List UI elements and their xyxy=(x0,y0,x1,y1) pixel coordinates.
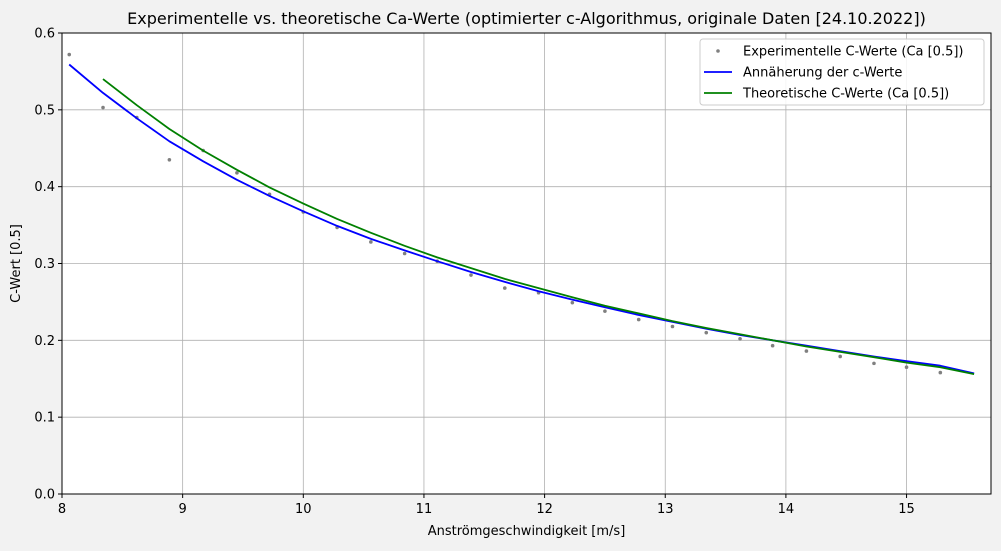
scatter-point xyxy=(838,354,842,359)
x-tick-label: 15 xyxy=(898,502,915,517)
scatter-point xyxy=(670,324,675,329)
y-tick-label: 0.3 xyxy=(34,257,55,272)
scatter-point xyxy=(704,330,709,335)
y-tick-label: 0.0 xyxy=(34,488,55,503)
scatter-point xyxy=(872,361,876,366)
scatter-point xyxy=(67,52,72,57)
plot-series xyxy=(67,52,975,375)
x-tick-label: 8 xyxy=(58,502,66,517)
x-tick-label: 11 xyxy=(416,502,433,517)
legend-box xyxy=(699,38,985,106)
axis-ticks: 8 9 10 11 12 13 14 15 0.0 0.1 0.2 0.3 0.4 0.5 0.6 xyxy=(34,27,915,518)
scatter-point xyxy=(603,309,607,313)
legend-label: Experimentelle C-Werte (Ca [0.5]) xyxy=(743,45,964,60)
x-tick-label: 12 xyxy=(536,502,553,517)
y-tick-label: 0.1 xyxy=(34,411,55,426)
chart-title: Experimentelle vs. theoretische Ca-Werte… xyxy=(127,9,926,28)
scatter-point xyxy=(938,370,943,375)
scatter-point xyxy=(101,105,105,110)
y-tick-label: 0.2 xyxy=(34,334,55,349)
legend-label: Theoretische C-Werte (Ca [0.5]) xyxy=(742,87,949,102)
scatter-point xyxy=(469,273,473,277)
y-tick-label: 0.5 xyxy=(34,103,55,118)
scatter-point xyxy=(770,343,775,348)
x-tick-label: 9 xyxy=(179,502,187,517)
legend: Experimentelle C-Werte (Ca [0.5]) Annäher… xyxy=(699,38,985,106)
y-tick-label: 0.6 xyxy=(34,27,55,42)
scatter-point xyxy=(167,157,172,162)
scatter-point xyxy=(502,286,507,290)
legend-marker xyxy=(716,49,720,53)
x-tick-label: 13 xyxy=(657,502,674,517)
series-line xyxy=(102,78,975,375)
legend-label: Annäherung der c-Werte xyxy=(743,66,902,81)
scatter-point xyxy=(738,336,742,341)
x-tick-label: 14 xyxy=(778,502,795,517)
scatter-point xyxy=(804,349,809,353)
scatter-point xyxy=(369,240,373,244)
x-tick-label: 10 xyxy=(295,502,312,517)
x-axis-label: Anströmgeschwindigkeit [m/s] xyxy=(428,524,626,539)
scatter-point xyxy=(235,171,239,175)
scatter-point xyxy=(636,317,641,322)
y-tick-label: 0.4 xyxy=(34,180,55,195)
scatter-point xyxy=(570,300,575,305)
scatter-point xyxy=(904,365,909,370)
y-axis-label: C-Wert [0.5] xyxy=(9,224,24,303)
scatter-point xyxy=(402,251,407,256)
